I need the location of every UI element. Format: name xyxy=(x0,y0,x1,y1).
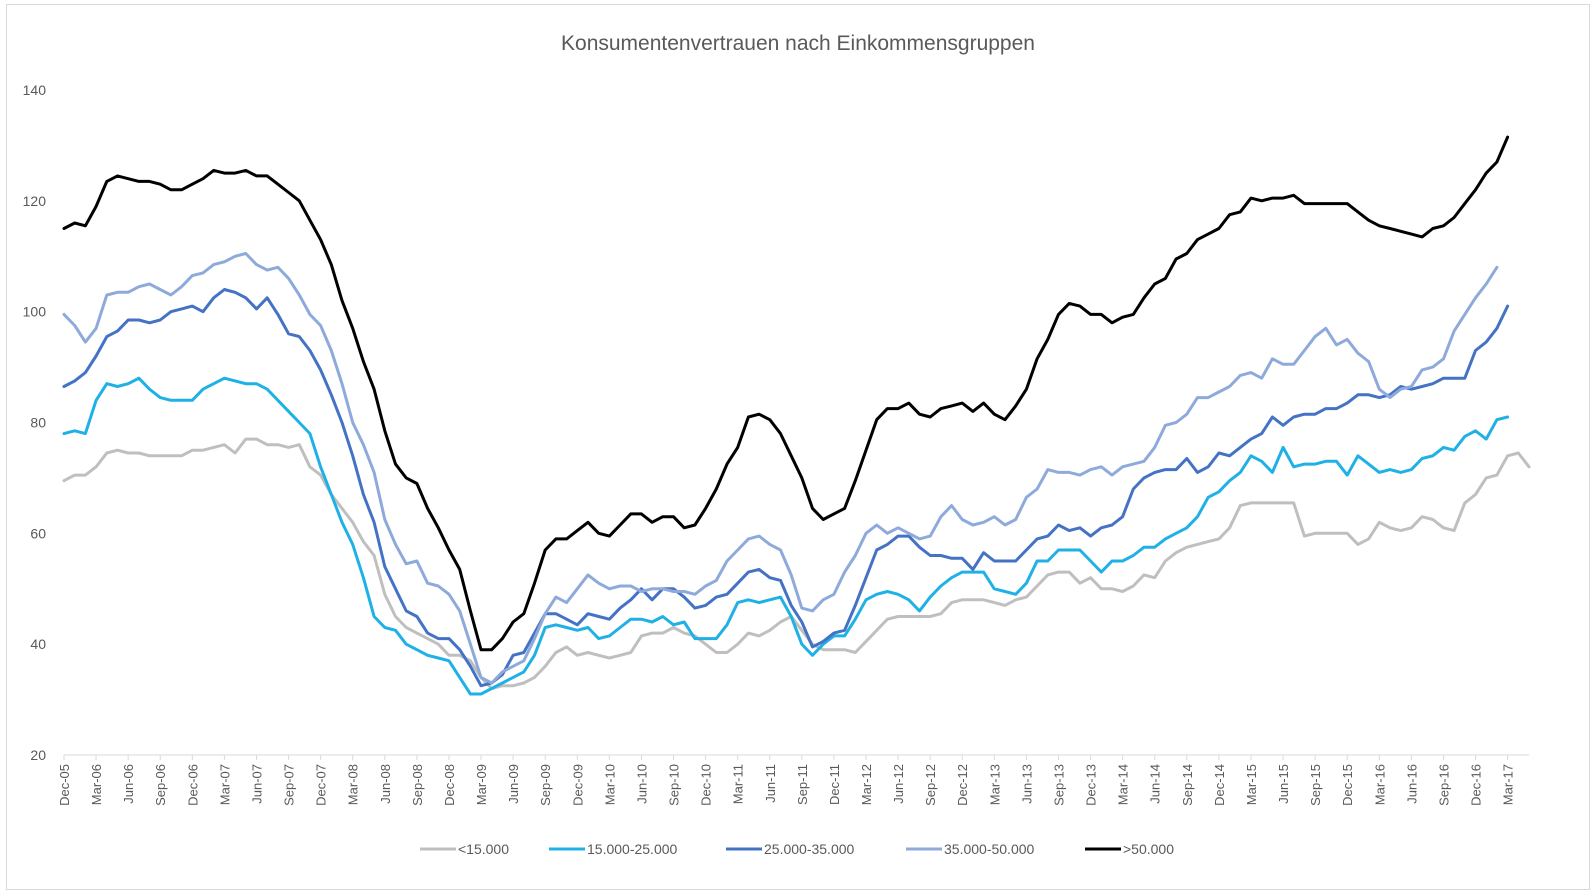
x-tick-label: Mar-09 xyxy=(474,764,489,805)
x-tick-label: Jun-13 xyxy=(1019,764,1034,804)
y-tick-label: 120 xyxy=(23,193,47,209)
chart-frame xyxy=(6,4,1590,890)
series-line-0 xyxy=(62,437,1531,690)
y-tick-label: 20 xyxy=(30,747,46,763)
x-tick-label: Sep-10 xyxy=(667,764,682,806)
legend-label-2: 25.000-35.000 xyxy=(764,841,855,857)
x-tick-label: Dec-09 xyxy=(570,764,585,806)
x-axis-ticks: Dec-05 Mar-06 Jun-06 Sep-06 Dec-06 Mar-07 Jun-… xyxy=(57,755,1516,806)
x-tick-label: Jun-12 xyxy=(891,764,906,804)
x-tick-label: Jun-15 xyxy=(1276,764,1291,804)
x-tick-label: Sep-12 xyxy=(923,764,938,806)
x-tick-label: Mar-06 xyxy=(89,764,104,805)
x-tick-label: Mar-13 xyxy=(987,764,1002,805)
x-tick-label: Sep-14 xyxy=(1180,764,1195,806)
x-tick-label: Dec-08 xyxy=(442,764,457,806)
legend: <15.000 15.000-25.000 25.000-35.000 35.000-… xyxy=(420,841,1174,857)
x-tick-label: Dec-07 xyxy=(314,764,329,806)
x-tick-label: Dec-12 xyxy=(955,764,970,806)
x-tick-label: Dec-15 xyxy=(1340,764,1355,806)
legend-label-4: >50.000 xyxy=(1123,841,1174,857)
x-tick-label: Jun-08 xyxy=(378,764,393,804)
x-tick-label: Jun-14 xyxy=(1148,764,1163,804)
y-tick-label: 140 xyxy=(23,82,47,98)
x-tick-label: Sep-09 xyxy=(538,764,553,806)
x-tick-label: Sep-08 xyxy=(410,764,425,806)
x-tick-label: Jun-11 xyxy=(763,764,778,803)
y-axis-ticks: 20 40 60 80 100 120 140 xyxy=(23,82,47,763)
series-line-3 xyxy=(62,252,1499,685)
series-line-4 xyxy=(62,135,1510,652)
x-tick-label: Sep-11 xyxy=(795,764,810,805)
x-tick-label: Mar-14 xyxy=(1116,764,1131,805)
chart-title: Konsumentenvertrauen nach Einkommensgrup… xyxy=(561,32,1035,55)
legend-label-1: 15.000-25.000 xyxy=(587,841,678,857)
y-tick-label: 40 xyxy=(30,636,46,652)
x-tick-label: Mar-15 xyxy=(1244,764,1259,805)
x-tick-label: Jun-09 xyxy=(506,764,521,804)
series-line-1 xyxy=(62,376,1510,696)
legend-label-0: <15.000 xyxy=(458,841,509,857)
x-tick-label: Jun-07 xyxy=(249,764,264,804)
legend-label-3: 35.000-50.000 xyxy=(944,841,1035,857)
x-tick-label: Mar-11 xyxy=(731,764,746,804)
y-tick-label: 100 xyxy=(23,304,47,320)
x-tick-label: Dec-06 xyxy=(185,764,200,806)
x-tick-label: Sep-16 xyxy=(1436,764,1451,806)
x-tick-label: Dec-13 xyxy=(1084,764,1099,806)
x-tick-label: Mar-10 xyxy=(602,764,617,805)
x-tick-label: Dec-16 xyxy=(1469,764,1484,806)
y-tick-label: 80 xyxy=(30,415,46,431)
x-tick-label: Mar-08 xyxy=(346,764,361,805)
x-tick-label: Jun-10 xyxy=(634,764,649,804)
x-tick-label: Dec-11 xyxy=(827,764,842,805)
x-tick-label: Dec-05 xyxy=(57,764,72,806)
x-tick-label: Jun-16 xyxy=(1404,764,1419,804)
x-tick-label: Mar-12 xyxy=(859,764,874,805)
x-tick-label: Mar-16 xyxy=(1372,764,1387,805)
series-lines xyxy=(62,135,1531,696)
series-line-2 xyxy=(62,288,1510,688)
x-tick-label: Sep-07 xyxy=(282,764,297,806)
x-tick-label: Dec-10 xyxy=(699,764,714,806)
x-tick-label: Sep-13 xyxy=(1051,764,1066,806)
x-tick-label: Mar-17 xyxy=(1501,764,1516,805)
x-tick-label: Dec-14 xyxy=(1212,764,1227,806)
x-tick-label: Sep-15 xyxy=(1308,764,1323,806)
y-tick-label: 60 xyxy=(30,525,46,541)
x-tick-label: Jun-06 xyxy=(121,764,136,804)
x-tick-label: Mar-07 xyxy=(217,764,232,805)
x-tick-label: Sep-06 xyxy=(153,764,168,806)
